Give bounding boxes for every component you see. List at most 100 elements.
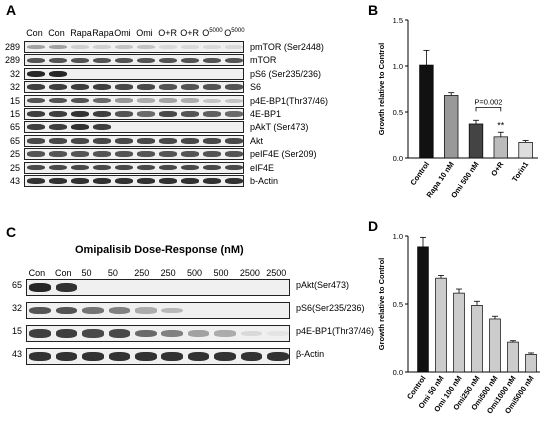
panel-c-title: Omipalisib Dose-Response (nM) xyxy=(75,244,244,256)
lane-label: Omi xyxy=(114,28,131,38)
lane-label: 2500 xyxy=(266,268,287,278)
molecular-weight-label: 15 xyxy=(9,109,20,119)
category-label: Torin1 xyxy=(510,160,530,183)
molecular-weight-label: 65 xyxy=(9,122,20,133)
protein-band xyxy=(158,177,177,185)
protein-band xyxy=(136,164,155,171)
protein-band xyxy=(224,84,243,90)
blot-strip xyxy=(24,41,244,53)
protein-band xyxy=(92,57,111,64)
protein-band xyxy=(202,164,221,171)
protein-band xyxy=(114,177,133,185)
molecular-weight-label: 43 xyxy=(9,176,20,186)
lane-label: Rapa xyxy=(70,28,92,38)
antibody-label: p4E-BP1(Thr37/46) xyxy=(296,326,375,336)
blot-strip xyxy=(24,121,244,134)
protein-band xyxy=(158,137,177,144)
bar xyxy=(419,64,434,159)
bar xyxy=(453,292,465,373)
protein-band xyxy=(92,164,111,171)
protein-band xyxy=(82,352,104,361)
protein-band xyxy=(26,57,45,64)
protein-band xyxy=(48,70,67,77)
lane-label: Rapa xyxy=(92,28,114,38)
protein-band xyxy=(202,177,221,185)
protein-band xyxy=(70,137,89,144)
molecular-weight-label: 25 xyxy=(9,149,20,160)
protein-band xyxy=(108,352,131,361)
category-label: O+R xyxy=(489,160,506,178)
protein-band xyxy=(202,84,221,90)
protein-band xyxy=(114,98,133,103)
protein-band xyxy=(114,57,133,64)
protein-band xyxy=(108,329,131,338)
protein-band xyxy=(48,177,67,185)
protein-band xyxy=(70,164,89,171)
lane-label: Con xyxy=(48,28,65,38)
bar xyxy=(507,341,519,373)
protein-band xyxy=(114,45,133,49)
protein-band xyxy=(136,177,155,185)
antibody-label: p4E-BP1(Thr37/46) xyxy=(250,95,329,106)
protein-band xyxy=(136,98,155,103)
y-tick-label: 0.5 xyxy=(393,108,403,117)
protein-band xyxy=(158,151,177,157)
protein-band xyxy=(180,98,199,103)
bar xyxy=(444,95,459,159)
lane-label: O+R xyxy=(158,28,177,38)
molecular-weight-label: 32 xyxy=(11,303,22,313)
protein-band xyxy=(29,306,52,315)
bar xyxy=(493,136,508,159)
blot-strip xyxy=(26,302,290,319)
bar xyxy=(518,142,533,159)
molecular-weight-label: 289 xyxy=(4,42,20,52)
bar xyxy=(468,123,484,159)
protein-band xyxy=(180,57,199,64)
lane-label: 50 xyxy=(107,268,118,278)
protein-band xyxy=(108,306,131,314)
protein-band xyxy=(26,97,45,104)
molecular-weight-label: 289 xyxy=(4,55,20,66)
protein-band xyxy=(158,111,177,117)
protein-band xyxy=(180,164,199,171)
protein-band xyxy=(240,330,263,337)
panel-b-letter: B xyxy=(368,2,379,18)
protein-band xyxy=(48,84,67,91)
protein-band xyxy=(114,111,133,117)
protein-band xyxy=(26,164,45,171)
protein-band xyxy=(161,307,184,314)
protein-band xyxy=(224,137,243,144)
protein-band xyxy=(48,164,67,171)
protein-band xyxy=(26,44,45,50)
blot-strip xyxy=(24,67,244,80)
protein-band xyxy=(92,137,111,144)
protein-band xyxy=(55,306,78,315)
category-label: Control xyxy=(408,160,431,187)
molecular-weight-label: 65 xyxy=(11,280,22,290)
blot-strip xyxy=(26,325,290,342)
protein-band xyxy=(202,137,221,144)
protein-band xyxy=(82,329,104,338)
protein-band xyxy=(202,151,221,157)
protein-band xyxy=(136,111,155,117)
y-tick-label: 0.0 xyxy=(393,154,403,163)
protein-band xyxy=(26,111,45,117)
protein-band xyxy=(70,124,89,131)
protein-band xyxy=(29,283,52,292)
blot-strip xyxy=(24,134,244,147)
protein-band xyxy=(161,329,184,337)
antibody-label: peIF4E (Ser209) xyxy=(250,149,317,160)
molecular-weight-label: 65 xyxy=(9,135,20,146)
protein-band xyxy=(92,177,111,185)
protein-band xyxy=(224,98,243,103)
protein-band xyxy=(29,352,52,361)
antibody-label: Akt xyxy=(250,135,264,146)
molecular-weight-label: 43 xyxy=(11,349,22,359)
protein-band xyxy=(214,352,236,361)
antibody-label: pmTOR (Ser2448) xyxy=(250,42,324,52)
protein-band xyxy=(214,330,236,337)
antibody-label: pS6(Ser235/236) xyxy=(296,303,365,313)
protein-band xyxy=(48,137,67,144)
blot-strip xyxy=(24,175,244,187)
